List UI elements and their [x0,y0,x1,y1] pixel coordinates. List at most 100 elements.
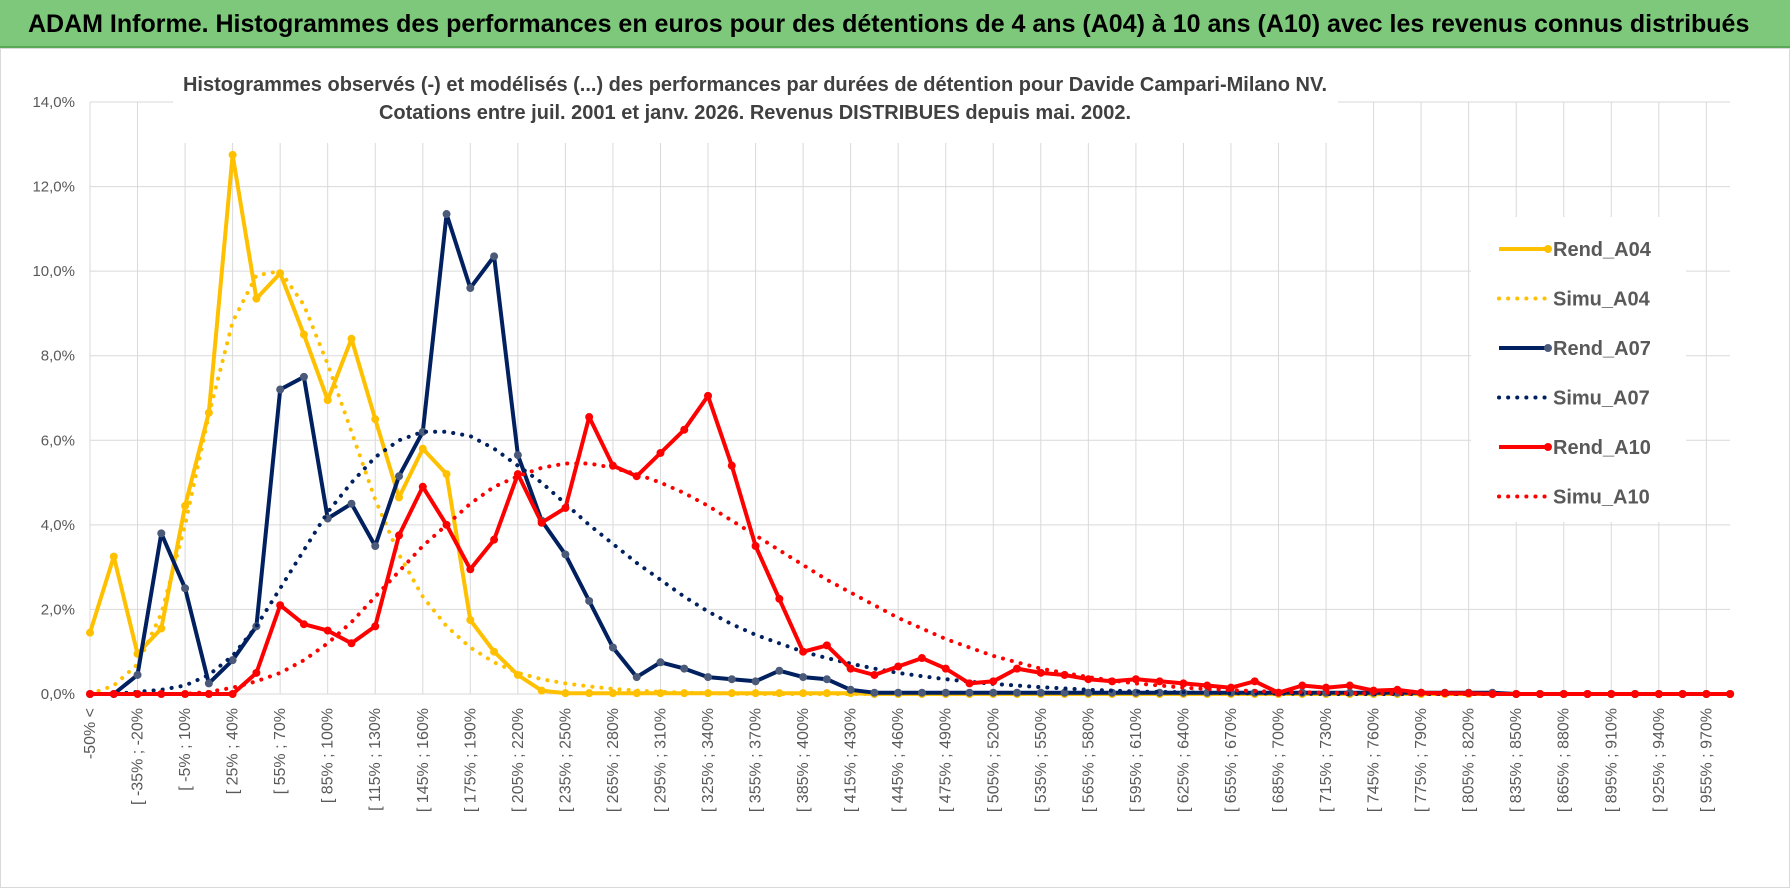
y-tick-label: 6,0% [41,432,75,449]
data-point [490,535,499,544]
data-point [537,686,546,695]
x-tick-label: [ 325% ; 340% [700,708,717,812]
legend-item: Simu_A04 [1497,289,1651,311]
data-point [870,688,879,697]
data-point [418,427,427,436]
data-point [727,461,736,470]
data-point [585,413,594,422]
x-tick-label: [ 505% ; 520% [985,708,1002,812]
legend-label: Simu_A04 [1553,289,1651,311]
data-point [894,662,903,671]
data-point [1155,677,1164,686]
data-point [751,677,760,686]
legend-label: Simu_A10 [1553,487,1650,509]
data-point [157,529,166,538]
data-point [585,689,594,698]
y-tick-label: 4,0% [41,517,75,534]
data-point [989,677,998,686]
legend-marker [1544,344,1552,352]
data-point [585,596,594,605]
data-point [1393,685,1402,694]
markers-rend-a10 [86,391,1735,698]
data-point [371,622,380,631]
data-point [395,472,404,481]
x-tick-label: [ 385% ; 400% [795,708,812,812]
x-axis: -50% < [ -35% ; -20% [ -5% ; 10% [ 25% ; 40… [82,708,1715,812]
x-tick-label: [ 955% ; 970% [1698,708,1715,812]
legend-label: Rend_A07 [1553,338,1651,360]
data-point [181,690,190,698]
data-point [775,594,784,603]
x-tick-label: [ -5% ; 10% [177,708,194,791]
legend-label: Rend_A04 [1553,239,1652,261]
data-point [490,647,499,656]
x-tick-label: [ 925% ; 940% [1651,708,1668,812]
data-point [941,688,950,697]
data-point [228,150,237,159]
data-point [1583,690,1592,698]
data-point [632,673,641,682]
x-tick-label: [ 685% ; 700% [1271,708,1288,812]
x-tick-label: [ 175% ; 190% [462,708,479,812]
legend-item: Rend_A10 [1499,437,1651,459]
y-tick-label: 2,0% [41,601,75,618]
data-point [395,531,404,540]
data-point [442,470,451,479]
data-point [846,664,855,673]
data-point [751,542,760,550]
data-point [323,396,332,405]
data-point [157,624,166,633]
chart-title-line1: Histogrammes observés (-) et modélisés (… [183,74,1327,96]
data-point [799,673,808,682]
data-point [299,372,308,381]
data-point [513,451,522,460]
data-point [608,643,617,652]
data-point [109,552,118,561]
data-point [1250,677,1259,686]
data-point [704,391,713,400]
x-tick-label: [ 145% ; 160% [415,708,432,812]
data-point [276,601,285,610]
x-tick-label: [ 625% ; 640% [1175,708,1192,812]
data-point [181,584,190,593]
data-point [1060,688,1069,697]
data-point [1036,668,1045,677]
data-point [656,448,665,457]
data-point [1131,675,1140,684]
data-point [561,503,570,512]
x-tick-label: [ 355% ; 370% [748,708,765,812]
data-point [1036,688,1045,697]
x-tick-label: [ 205% ; 220% [510,708,527,812]
data-point [727,675,736,684]
data-point [846,685,855,694]
data-point [228,656,237,665]
data-point [989,688,998,697]
data-point [561,550,570,559]
data-point [86,628,94,637]
data-point [395,493,404,502]
data-point [1013,664,1022,673]
y-tick-label: 12,0% [32,179,75,196]
x-tick-label: [ 265% ; 280% [605,708,622,812]
legend-item: Rend_A04 [1499,239,1652,261]
x-tick-label: [ 55% ; 70% [272,708,289,794]
data-point [466,284,475,293]
x-tick-label: [ 895% ; 910% [1603,708,1620,812]
data-point [775,689,784,698]
x-tick-label: [ 655% ; 670% [1223,708,1240,812]
legend-item: Simu_A10 [1497,487,1650,509]
data-point [371,415,380,424]
x-tick-label: [ 295% ; 310% [652,708,669,812]
data-point [656,689,665,698]
data-point [894,688,903,697]
x-tick-label: [ 835% ; 850% [1508,708,1525,812]
data-point [347,499,356,508]
x-tick-label: [ -35% ; -20% [130,708,147,805]
x-tick-label: [ 775% ; 790% [1413,708,1430,812]
data-point [1274,688,1283,697]
data-point [418,482,427,491]
data-point [1345,681,1354,690]
legend-marker [1544,245,1552,253]
x-tick-label: [ 25% ; 40% [225,708,242,794]
x-tick-label: [ 445% ; 460% [890,708,907,812]
